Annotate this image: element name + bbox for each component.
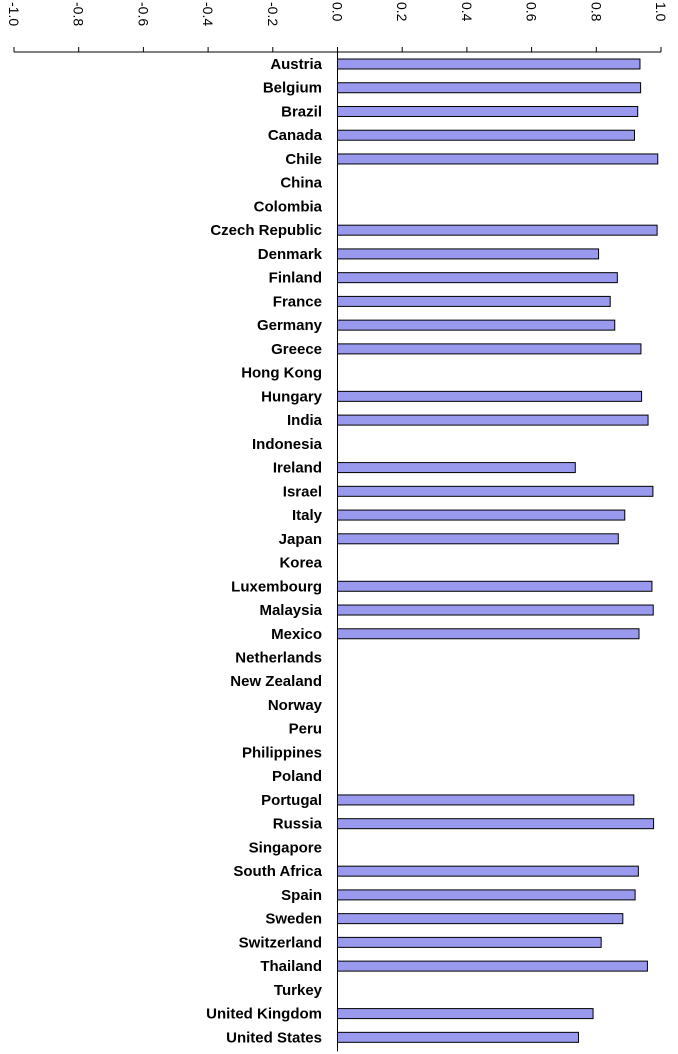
bar <box>337 865 639 877</box>
value-axis: -1.0 -0.8 -0.6 -0.4 -0.2 0.0 0.2 0.4 0.6 0.8 1.0 <box>6 2 669 1052</box>
category-label: Colombia <box>254 198 323 215</box>
category-label: Peru <box>289 721 322 738</box>
bar <box>337 343 642 355</box>
tick-label: -1.0 <box>6 2 22 26</box>
category-label: India <box>287 412 323 429</box>
category-label: Indonesia <box>252 436 323 453</box>
bar <box>337 628 640 640</box>
bar <box>337 533 619 545</box>
bar <box>337 153 659 165</box>
bar <box>337 485 654 497</box>
category-label: Germany <box>257 317 323 334</box>
bar <box>337 913 624 925</box>
bar <box>337 129 635 141</box>
category-label: Singapore <box>249 839 322 856</box>
category-label: Philippines <box>242 744 322 761</box>
category-label: France <box>273 293 322 310</box>
tick-label: -0.8 <box>71 2 87 26</box>
tick-label: 0.8 <box>588 2 604 22</box>
bar <box>337 889 636 901</box>
category-label: Korea <box>279 555 322 572</box>
category-label: Finland <box>269 270 322 287</box>
bar <box>337 224 658 236</box>
bar <box>337 1031 580 1043</box>
bar <box>337 248 600 260</box>
bar <box>337 295 611 307</box>
bar <box>337 794 635 806</box>
tick-label: 0.4 <box>459 2 475 22</box>
category-label: Austria <box>270 56 322 73</box>
category-label: Ireland <box>273 460 322 477</box>
category-label: United Kingdom <box>206 1006 322 1023</box>
category-label: Brazil <box>281 103 322 120</box>
category-label: Poland <box>272 768 322 785</box>
bar <box>337 82 642 94</box>
bars <box>337 58 659 1043</box>
tick-label: -0.4 <box>200 2 216 26</box>
category-label: Portugal <box>261 792 322 809</box>
category-label: Mexico <box>271 626 322 643</box>
bar <box>337 1008 594 1020</box>
category-label: Malaysia <box>259 602 322 619</box>
bar <box>337 936 602 948</box>
category-label: Switzerland <box>239 934 322 951</box>
bar <box>337 818 655 830</box>
bar <box>337 509 626 521</box>
bar <box>337 58 641 70</box>
category-label: Sweden <box>265 911 322 928</box>
category-label: Thailand <box>260 958 322 975</box>
category-label: Turkey <box>274 982 323 999</box>
category-label: Denmark <box>258 246 323 263</box>
category-label: Belgium <box>263 80 322 97</box>
tick-label: 0.2 <box>394 2 410 22</box>
bar <box>337 319 616 331</box>
category-label: Hong Kong <box>241 365 322 382</box>
tick-label: -0.2 <box>265 2 281 26</box>
category-label: Canada <box>268 127 323 144</box>
bar <box>337 414 649 426</box>
bar <box>337 580 653 592</box>
bar <box>337 105 639 117</box>
category-label: Italy <box>292 507 323 524</box>
category-label: Czech Republic <box>210 222 322 239</box>
category-label: Russia <box>273 816 323 833</box>
category-label: Japan <box>279 531 322 548</box>
category-label: United States <box>226 1029 322 1046</box>
category-label: China <box>280 175 322 192</box>
tick-label: -0.6 <box>135 2 151 26</box>
bar <box>337 604 654 616</box>
category-label: Spain <box>281 887 322 904</box>
category-label: Norway <box>268 697 323 714</box>
category-label: South Africa <box>233 863 322 880</box>
category-label: Chile <box>285 151 322 168</box>
category-label: Luxembourg <box>231 578 322 595</box>
tick-label: 0.6 <box>524 2 540 22</box>
bar <box>337 960 648 972</box>
category-label: Greece <box>271 341 322 358</box>
category-labels: Austria Belgium Brazil Canada Chile China Colo… <box>206 56 322 1046</box>
tick-label: 0.0 <box>330 2 346 22</box>
bar <box>337 272 618 284</box>
category-label: Netherlands <box>235 650 322 667</box>
category-label: Israel <box>283 483 322 500</box>
category-label: New Zealand <box>230 673 322 690</box>
bar <box>337 462 576 474</box>
category-label: Hungary <box>261 388 323 405</box>
tick-label: 1.0 <box>653 2 669 22</box>
bar <box>337 390 643 402</box>
